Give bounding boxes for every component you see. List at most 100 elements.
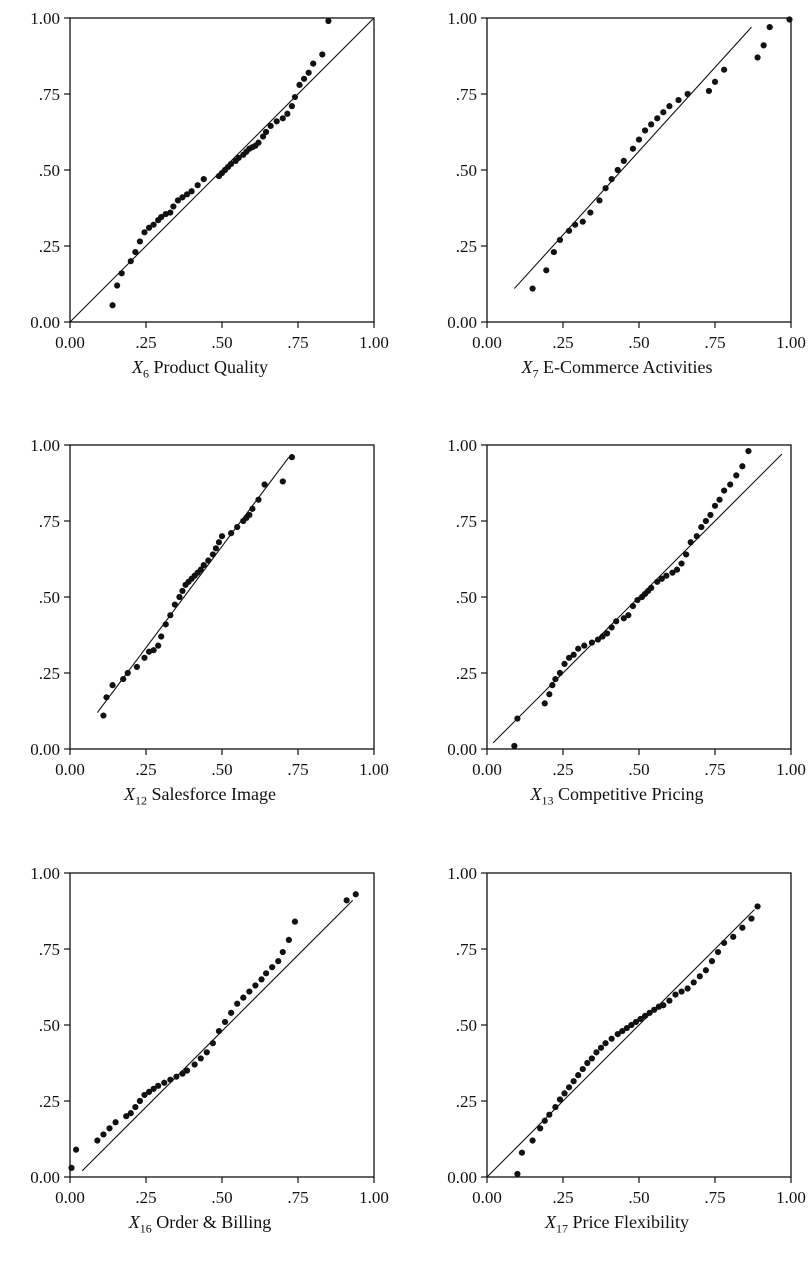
data-point xyxy=(708,958,716,965)
data-point xyxy=(100,1131,107,1138)
data-point xyxy=(602,185,609,192)
y-tick-label: 0.00 xyxy=(30,1168,60,1187)
y-tick-label: .25 xyxy=(39,237,60,256)
data-point xyxy=(167,1076,174,1083)
data-point xyxy=(603,630,611,637)
data-point xyxy=(565,227,573,234)
data-point xyxy=(587,209,594,216)
x-tick-label: .25 xyxy=(552,760,573,779)
variable-subscript: 6 xyxy=(143,366,149,381)
data-point xyxy=(72,1146,80,1153)
y-tick-label: 1.00 xyxy=(30,436,60,455)
data-point xyxy=(514,715,521,722)
data-point xyxy=(684,985,691,992)
data-point xyxy=(194,182,201,189)
data-point xyxy=(623,1024,630,1032)
data-point xyxy=(696,973,703,980)
data-point xyxy=(698,523,705,531)
data-point xyxy=(711,502,719,509)
y-tick-label: .50 xyxy=(456,1016,477,1035)
data-point xyxy=(296,81,303,88)
data-point xyxy=(678,988,685,995)
data-point xyxy=(255,496,262,503)
variable-name: Competitive Pricing xyxy=(553,784,704,804)
data-point xyxy=(714,948,722,956)
data-point xyxy=(579,1065,586,1073)
data-point xyxy=(641,127,649,134)
data-point xyxy=(279,478,286,485)
data-point xyxy=(127,1110,134,1117)
y-tick-label: 0.00 xyxy=(447,1168,477,1187)
y-tick-label: .75 xyxy=(39,512,60,531)
data-point xyxy=(176,593,183,601)
data-point xyxy=(584,1059,591,1067)
reference-line xyxy=(486,909,755,1178)
data-point xyxy=(518,1149,526,1156)
data-point xyxy=(171,601,178,608)
variable-symbol: X16 xyxy=(128,1212,152,1236)
y-tick-label: .25 xyxy=(456,664,477,683)
x-tick-label: .25 xyxy=(552,1188,573,1207)
x-tick-label: .75 xyxy=(704,333,725,352)
data-point xyxy=(262,970,270,977)
data-point xyxy=(106,1125,113,1132)
data-point xyxy=(174,197,182,204)
data-point xyxy=(629,603,637,610)
data-point xyxy=(620,615,627,622)
data-point xyxy=(255,139,262,146)
data-point xyxy=(620,157,627,164)
data-point xyxy=(209,551,216,558)
data-point xyxy=(654,115,661,122)
y-tick-label: 1.00 xyxy=(30,864,60,883)
data-point xyxy=(570,1078,577,1085)
data-point xyxy=(588,1055,595,1062)
data-point xyxy=(552,675,559,683)
data-point xyxy=(660,109,667,116)
data-point xyxy=(352,891,359,898)
data-point xyxy=(155,642,162,649)
data-point xyxy=(675,96,682,104)
data-point xyxy=(200,561,207,569)
data-point xyxy=(556,1096,564,1103)
data-point xyxy=(721,939,728,947)
y-tick-label: .50 xyxy=(39,1016,60,1035)
data-point xyxy=(183,191,191,198)
data-point xyxy=(284,110,291,117)
y-tick-label: 1.00 xyxy=(447,864,477,883)
data-point xyxy=(279,115,286,122)
data-point xyxy=(262,128,270,136)
data-point xyxy=(179,194,186,201)
data-point xyxy=(136,238,144,245)
data-point xyxy=(549,682,556,689)
chart-svg: 0.000.00 .25 .25 .50 .50 .75 .75 1.00 1.00 xyxy=(447,436,806,779)
data-point xyxy=(120,675,127,683)
data-point xyxy=(716,496,723,503)
data-point xyxy=(572,221,579,228)
data-point xyxy=(541,1117,548,1124)
x-tick-label: 0.00 xyxy=(472,760,502,779)
data-point xyxy=(100,712,107,719)
data-point xyxy=(145,1088,153,1095)
data-point xyxy=(702,967,709,974)
data-point xyxy=(673,566,681,573)
data-point xyxy=(608,624,615,631)
data-point xyxy=(191,1061,198,1068)
x-tick-label: 1.00 xyxy=(359,760,389,779)
x-axis-label: X12 Salesforce Image xyxy=(0,784,400,809)
data-point xyxy=(167,209,174,216)
data-point xyxy=(683,551,690,558)
data-point xyxy=(669,569,676,576)
reference-line xyxy=(513,26,752,289)
data-point xyxy=(124,669,131,677)
variable-name: Order & Billing xyxy=(151,1212,272,1232)
data-point xyxy=(570,651,577,658)
data-point xyxy=(687,539,694,546)
data-point xyxy=(739,924,746,931)
data-point xyxy=(246,511,253,519)
data-point xyxy=(745,447,752,455)
data-point xyxy=(537,1125,544,1132)
data-point xyxy=(112,1119,119,1126)
data-point xyxy=(94,1137,101,1144)
x-tick-label: .75 xyxy=(704,760,725,779)
data-point xyxy=(288,454,296,461)
